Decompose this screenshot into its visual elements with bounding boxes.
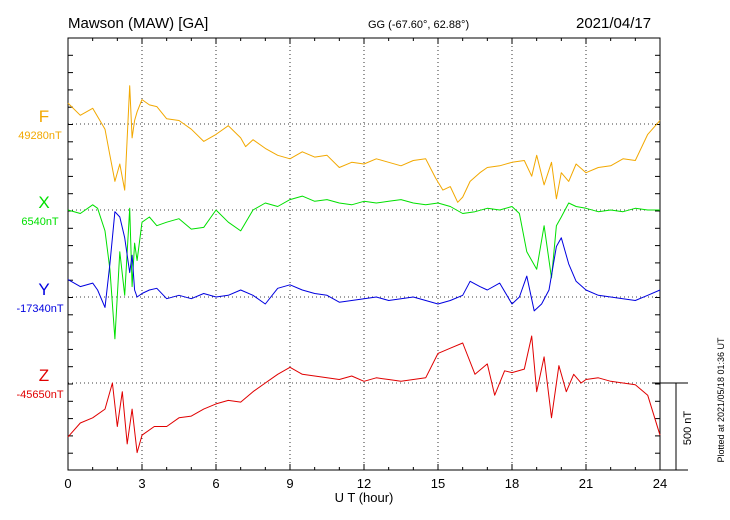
date-label: 2021/04/17: [576, 15, 651, 32]
series-labels: F 49280nT X 6540nT Y -17340nT Z -45650nT: [16, 107, 63, 401]
axis-ticks: [67, 38, 661, 470]
x-tick-label: 0: [64, 476, 71, 491]
x-tick-labels: 0 3 6 9 12 15 18 21 24: [64, 476, 667, 491]
x-tick-label: 3: [138, 476, 145, 491]
series-line-x: [67, 195, 660, 340]
coordinates-label: GG (-67.60°, 62.88°): [368, 19, 469, 31]
scale-bar: 500 nT: [652, 382, 694, 471]
series-letter-x: X: [38, 193, 49, 212]
series-lines: [67, 85, 661, 454]
plotted-timestamp: Plotted at 2021/05/18 01:36 UT: [716, 337, 726, 463]
series-line-y: [67, 211, 661, 312]
x-axis-label: U T (hour): [335, 490, 394, 505]
x-tick-label: 18: [505, 476, 519, 491]
series-line-z: [67, 335, 661, 454]
grid-lines: [68, 38, 660, 470]
series-baseline-z: -45650nT: [16, 389, 63, 401]
x-tick-label: 6: [212, 476, 219, 491]
x-tick-label: 9: [286, 476, 293, 491]
x-tick-label: 21: [579, 476, 593, 491]
station-title: Mawson (MAW) [GA]: [68, 15, 208, 32]
x-tick-label: 15: [431, 476, 445, 491]
x-tick-label: 12: [357, 476, 371, 491]
series-baseline-x: 6540nT: [21, 216, 59, 228]
series-line-f: [67, 85, 661, 203]
series-letter-f: F: [39, 107, 49, 126]
series-letter-y: Y: [38, 280, 49, 299]
series-baseline-f: 49280nT: [18, 130, 62, 142]
scale-label: 500 nT: [682, 411, 694, 446]
x-tick-label: 24: [653, 476, 667, 491]
series-baseline-y: -17340nT: [16, 303, 63, 315]
series-letter-z: Z: [39, 366, 49, 385]
